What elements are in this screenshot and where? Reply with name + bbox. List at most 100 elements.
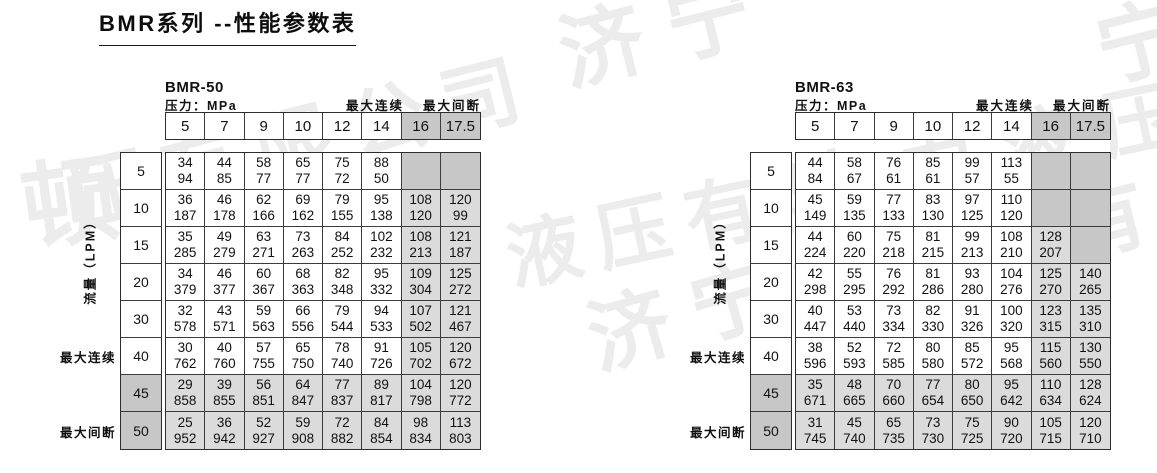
data-cell: 59 135	[835, 190, 875, 227]
cell-value-top: 83	[925, 192, 941, 207]
cell-value-top: 45	[846, 414, 862, 430]
cell-value-bottom: 798	[409, 393, 432, 408]
pressure-header-cell: 9	[875, 113, 914, 139]
cell-value-bottom: 77	[256, 171, 272, 186]
max-intermittent-header-label: 最大间断	[422, 99, 481, 113]
cell-value-top: 48	[846, 377, 862, 392]
data-cell: 120 710	[1070, 412, 1110, 449]
cell-value-bottom: 220	[843, 245, 866, 260]
cell-value-bottom: 556	[291, 319, 315, 334]
cell-value-bottom: 72	[334, 171, 350, 186]
cell-value-top: 85	[925, 155, 941, 170]
cell-value-bottom: 280	[960, 282, 984, 297]
cell-value-top: 79	[334, 303, 350, 318]
data-cell: 84 854	[362, 412, 402, 449]
cell-value-bottom: 130	[921, 208, 945, 223]
data-cell: 113 55	[992, 153, 1032, 190]
cell-value-bottom: 295	[843, 282, 866, 297]
pressure-header-cell: 7	[835, 113, 875, 139]
cell-value-bottom: 187	[449, 245, 472, 260]
data-cell: 128 207	[1031, 227, 1071, 264]
data-grid: 44 84 58 67 76 61 85 61 99 57 113 55 45 149 59 135 77 133…	[795, 152, 1111, 450]
pressure-header-cell: 5	[796, 113, 836, 139]
data-cell: 83 130	[913, 190, 953, 227]
cell-value-top: 107	[409, 303, 432, 318]
cell-value-bottom: 624	[1079, 393, 1102, 408]
cell-value-bottom: 634	[1039, 393, 1062, 408]
flow-row-label: 10	[751, 190, 791, 227]
data-cell: 77 837	[323, 375, 363, 412]
cell-value-bottom: 215	[921, 245, 945, 260]
data-cell: 58 77	[244, 153, 284, 190]
cell-value-bottom: 149	[803, 208, 827, 223]
cell-value-bottom: 855	[213, 393, 236, 408]
data-cell: 72 585	[874, 338, 914, 375]
cell-value-bottom: 276	[1000, 282, 1023, 297]
cell-value-bottom: 265	[1079, 282, 1102, 297]
data-cell: 115 560	[1031, 338, 1071, 375]
data-cell: 75 725	[953, 412, 993, 449]
pressure-header-cell: 14	[362, 113, 402, 139]
data-cell: 102 232	[362, 227, 402, 264]
data-cell: 48 665	[835, 375, 875, 412]
data-cell: 69 162	[283, 190, 323, 227]
cell-value-bottom: 252	[330, 245, 354, 260]
cell-value-bottom: 730	[921, 430, 945, 446]
cell-value-bottom: 207	[1039, 245, 1062, 260]
cell-value-top: 78	[334, 340, 350, 355]
cell-value-top: 97	[964, 192, 980, 207]
data-cell: 78 740	[323, 338, 363, 375]
cell-value-top: 56	[256, 377, 272, 392]
cell-value-top: 109	[409, 266, 432, 281]
cell-value-top: 59	[256, 303, 272, 318]
cell-value-top: 108	[1000, 229, 1023, 244]
cell-value-top: 68	[295, 266, 311, 281]
cell-value-top: 100	[1000, 303, 1023, 318]
cell-value-top: 95	[373, 266, 389, 281]
cell-value-top: 110	[1039, 377, 1062, 392]
data-cell: 76 292	[874, 264, 914, 301]
cell-value-bottom: 270	[1039, 282, 1062, 297]
cell-value-top: 32	[177, 303, 193, 318]
data-cell	[1070, 227, 1110, 264]
data-cell: 91 726	[362, 338, 402, 375]
cell-value-bottom: 263	[291, 245, 315, 260]
cell-value-top: 120	[449, 340, 472, 355]
side-label-max-intermittent: 最大间断	[689, 425, 746, 440]
cell-value-bottom: 326	[960, 319, 984, 334]
cell-value-bottom: 320	[1000, 319, 1023, 334]
cell-value-bottom: 585	[882, 356, 905, 371]
cell-value-top: 73	[925, 414, 941, 430]
flow-row-label: 20	[121, 264, 161, 301]
cell-value-top: 121	[449, 303, 472, 318]
cell-value-bottom: 672	[449, 356, 472, 371]
cell-value-top: 46	[216, 266, 232, 281]
cell-value-bottom: 224	[803, 245, 827, 260]
cell-value-top: 77	[925, 377, 941, 392]
cell-value-top: 29	[177, 377, 193, 392]
data-cell: 95 138	[362, 190, 402, 227]
side-label-max-continuous: 最大连续	[59, 351, 116, 366]
data-cell: 68 363	[283, 264, 323, 301]
data-cell: 65 735	[874, 412, 914, 449]
data-cell: 46 178	[205, 190, 245, 227]
data-cell: 108 120	[401, 190, 441, 227]
pressure-header-cell: 12	[953, 113, 993, 139]
cell-value-bottom: 61	[925, 171, 941, 186]
data-cell: 59 908	[283, 412, 323, 449]
cell-value-top: 70	[886, 377, 902, 392]
cell-value-top: 75	[886, 229, 902, 244]
data-cell: 34 379	[166, 264, 206, 301]
cell-value-bottom: 298	[803, 282, 827, 297]
data-cell: 88 50	[362, 153, 402, 190]
flow-row-label: 30	[751, 301, 791, 338]
data-cell: 35 671	[796, 375, 836, 412]
cell-value-bottom: 94	[177, 171, 193, 186]
cell-value-bottom: 580	[921, 356, 945, 371]
cell-value-top: 65	[886, 414, 902, 430]
cell-value-top: 110	[1000, 192, 1023, 207]
data-cell: 53 440	[835, 301, 875, 338]
data-cell: 120 672	[440, 338, 480, 375]
cell-value-bottom: 593	[843, 356, 866, 371]
cell-value-bottom: 720	[1000, 430, 1023, 446]
